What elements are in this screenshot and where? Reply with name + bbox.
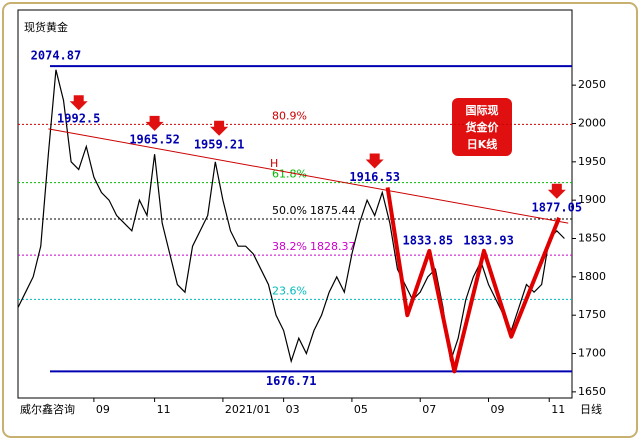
stamp-text: 国际现 <box>466 103 499 117</box>
y-tick-label: 1800 <box>578 270 606 283</box>
peak-arrow <box>365 153 384 169</box>
peak-label: 1965.52 <box>129 132 180 146</box>
peak-arrow <box>210 120 229 136</box>
x-tick-label: 07 <box>422 403 436 416</box>
period-label: 日线 <box>580 402 602 416</box>
x-tick-label: 11 <box>157 403 171 416</box>
peak-arrow <box>69 95 88 111</box>
y-tick-label: 1650 <box>578 385 606 398</box>
fib-ratio: 23.6% <box>272 284 307 297</box>
chart-title: 现货黄金 <box>24 20 68 34</box>
peak-label: 1676.71 <box>266 374 317 388</box>
y-tick-label: 1750 <box>578 308 606 321</box>
peak-label: 1877.05 <box>532 200 583 214</box>
x-tick-label: 05 <box>354 403 368 416</box>
peak-label: 1992.5 <box>57 112 100 126</box>
stamp-text: 货金价 <box>465 120 500 134</box>
peak-label: 2074.87 <box>31 49 82 63</box>
stamp-text: 日K线 <box>467 137 498 151</box>
fib-value: 1875.44 <box>310 204 356 217</box>
stamp <box>452 98 512 156</box>
x-tick-label: 2021/01 <box>225 403 271 416</box>
y-tick-label: 1900 <box>578 193 606 206</box>
fib-ratio: 80.9% <box>272 109 307 122</box>
peak-label: 1833.93 <box>463 233 514 247</box>
fib-ratio: 38.2% <box>272 240 307 253</box>
x-tick-label: 09 <box>491 403 505 416</box>
price-line <box>17 69 565 364</box>
y-tick-label: 2050 <box>578 78 606 91</box>
trendline-label: H <box>270 157 278 170</box>
x-tick-label: 03 <box>286 403 300 416</box>
pattern-line <box>385 187 561 374</box>
source: 威尔鑫咨询 <box>20 402 75 416</box>
y-tick-label: 1700 <box>578 347 606 360</box>
fib-ratio: 50.0% <box>272 204 307 217</box>
y-tick-label: 2000 <box>578 116 606 129</box>
trendline <box>48 128 569 224</box>
peak-label: 1916.53 <box>349 170 400 184</box>
fib-value: 1828.37 <box>310 240 356 253</box>
y-tick-label: 1850 <box>578 232 606 245</box>
peak-arrow <box>547 183 566 199</box>
y-tick-label: 1950 <box>578 155 606 168</box>
peak-arrow <box>145 115 164 131</box>
peak-label: 1833.85 <box>403 233 454 247</box>
x-tick-label: 09 <box>96 403 110 416</box>
x-tick-label: 11 <box>551 403 565 416</box>
peak-label: 1959.21 <box>194 137 245 151</box>
